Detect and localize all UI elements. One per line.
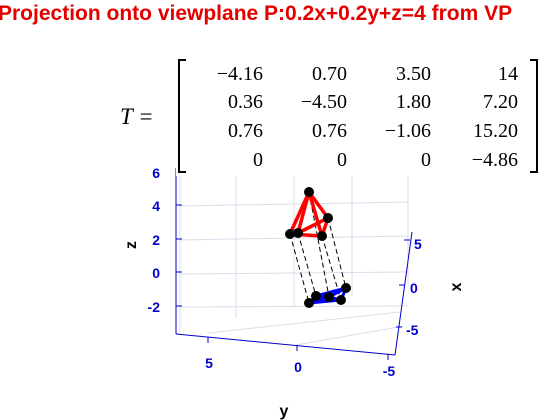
matrix-cell: −4.86 bbox=[472, 149, 518, 171]
matrix-cell: 7.20 bbox=[483, 91, 518, 113]
z-tick-label: 2 bbox=[152, 232, 160, 248]
grid-line bbox=[179, 271, 409, 275]
matrix-cell: 0.36 bbox=[228, 91, 263, 113]
original-vertex bbox=[324, 292, 334, 302]
projection-ray bbox=[327, 217, 347, 289]
matrix-background bbox=[176, 58, 528, 176]
matrix-right-bracket bbox=[530, 59, 538, 173]
matrix-cell: 0 bbox=[337, 149, 347, 171]
matrix-cell: −4.50 bbox=[301, 91, 347, 113]
z-tick-label: 4 bbox=[152, 198, 160, 214]
x-tick-label: 0 bbox=[410, 280, 418, 296]
original-vertex bbox=[341, 283, 351, 293]
matrix-cell: 0 bbox=[253, 149, 263, 171]
matrix-cell: 3.50 bbox=[396, 63, 431, 85]
matrix-cell: 0 bbox=[421, 149, 431, 171]
y-tick-label: -5 bbox=[383, 363, 396, 379]
matrix-cell: 0.70 bbox=[312, 63, 347, 85]
z-axis-label: z bbox=[123, 241, 140, 249]
projected-vertex bbox=[293, 228, 303, 238]
original-vertex bbox=[311, 291, 321, 301]
matrix-cell: −4.16 bbox=[217, 63, 263, 85]
x-axis-label: x bbox=[448, 282, 465, 291]
original-vertex bbox=[336, 295, 346, 305]
matrix-left-bracket bbox=[178, 59, 186, 173]
grid-line bbox=[179, 235, 409, 241]
x-tick-label: -5 bbox=[406, 322, 419, 338]
projected-edge bbox=[307, 190, 330, 220]
matrix-cell: 14 bbox=[498, 63, 518, 85]
x-axis-line bbox=[394, 231, 413, 356]
projected-vertices bbox=[285, 187, 333, 241]
chart-grid bbox=[179, 142, 409, 346]
chart-title: Projection onto viewplane P:0.2x+0.2y+z=… bbox=[0, 2, 513, 25]
projection-ray bbox=[308, 191, 330, 298]
projection-rays bbox=[289, 191, 347, 304]
matrix-cell: −1.06 bbox=[385, 120, 431, 142]
projected-edge bbox=[296, 191, 311, 234]
matrix-cell: 1.80 bbox=[396, 91, 431, 113]
matrix-cell: 0.76 bbox=[228, 120, 263, 142]
x-tick-label: 5 bbox=[414, 236, 422, 252]
projected-vertex bbox=[323, 213, 333, 223]
grid-line bbox=[179, 305, 409, 308]
matrix-cell: 0.76 bbox=[312, 120, 347, 142]
original-vertices bbox=[304, 283, 351, 308]
matrix-label: T = bbox=[120, 104, 154, 129]
z-tick-label: 0 bbox=[152, 265, 160, 281]
projection-ray bbox=[321, 235, 342, 301]
projected-vertex bbox=[317, 231, 327, 241]
projection-ray bbox=[289, 233, 310, 304]
y-axis-line bbox=[175, 333, 396, 356]
grid-line bbox=[295, 325, 405, 346]
y-tick-label: 5 bbox=[205, 355, 213, 371]
y-axis-label: y bbox=[280, 403, 289, 420]
grid-line bbox=[179, 201, 409, 207]
projected-vertex bbox=[304, 187, 314, 197]
z-tick-label: 6 bbox=[152, 165, 160, 181]
z-tick-label: -2 bbox=[148, 299, 161, 315]
y-tick-label: 0 bbox=[294, 359, 302, 375]
grid-line bbox=[207, 311, 401, 334]
projected-vertex bbox=[285, 229, 295, 239]
projection-ray bbox=[297, 232, 317, 297]
projected-edge bbox=[307, 191, 324, 237]
matrix-cell: 15.20 bbox=[473, 120, 518, 142]
original-vertex bbox=[304, 298, 314, 308]
transform-matrix: T = −4.16 0.70 3.50 14 0.36 −4.50 1.80 7… bbox=[120, 58, 538, 176]
